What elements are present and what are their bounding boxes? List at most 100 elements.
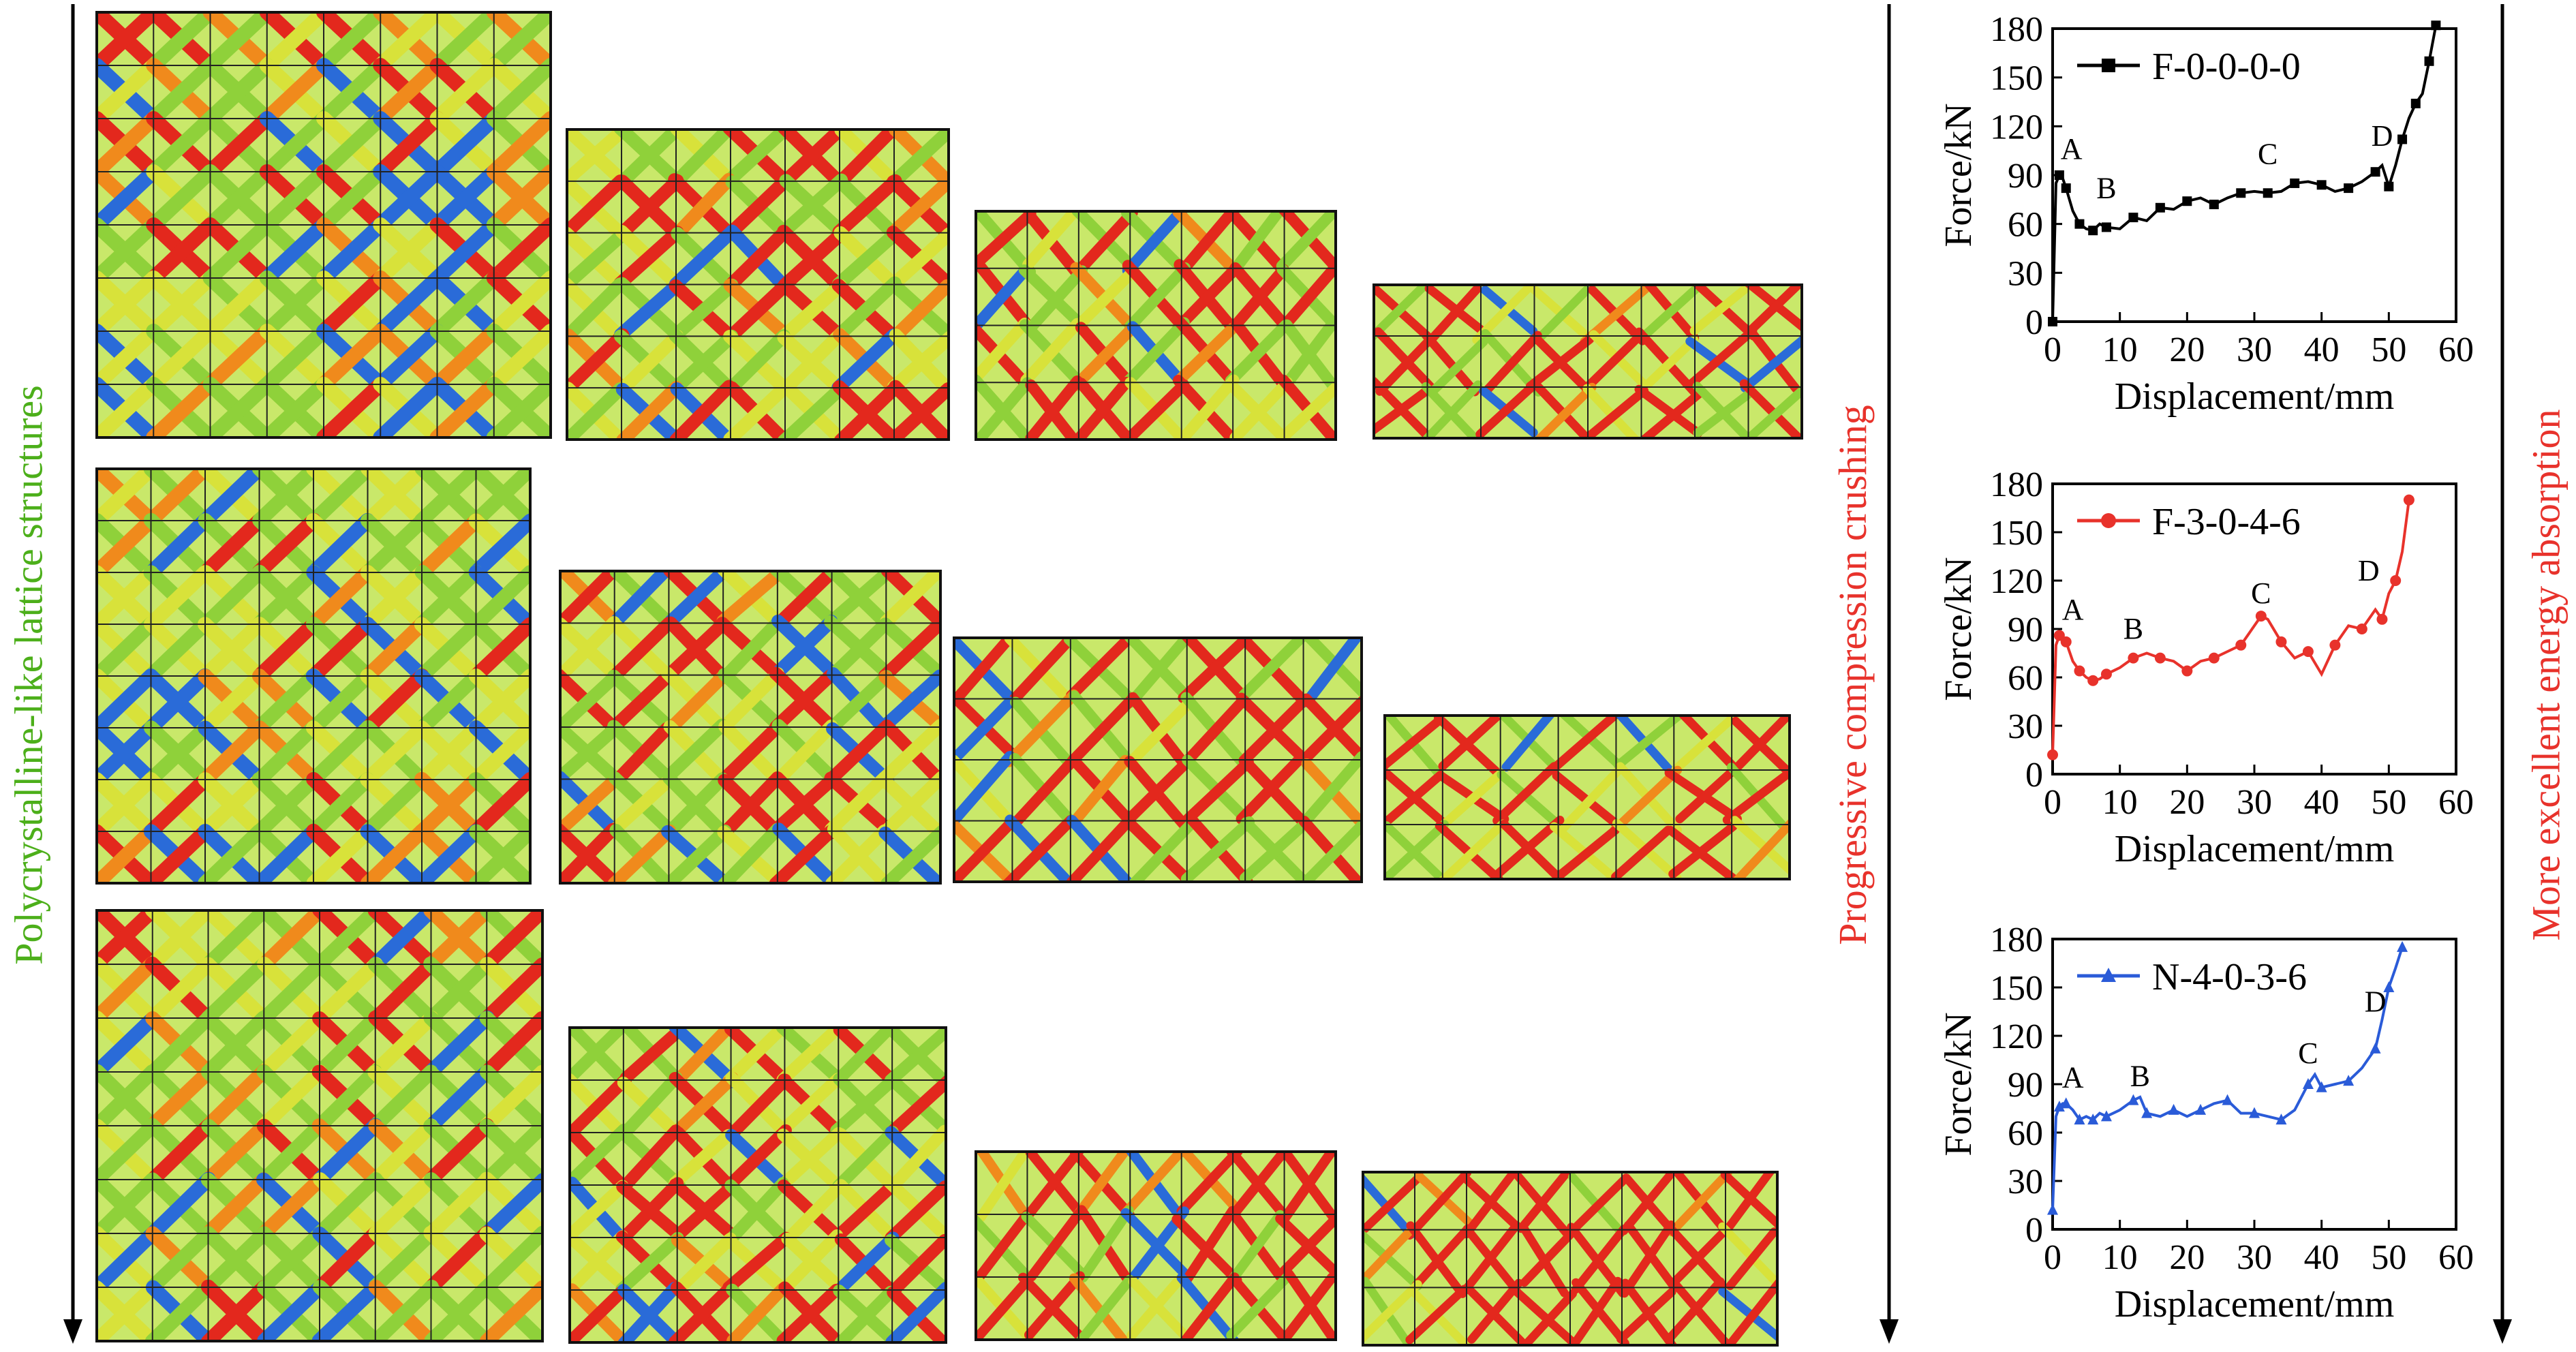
chart-1-point <box>2397 134 2408 144</box>
chart-3-ytick-label: 90 <box>2008 1066 2043 1105</box>
lattice-panel-r2-c4 <box>1383 714 1791 880</box>
chart-2-xtick-label: 10 <box>2102 783 2138 822</box>
lattice-panel-r2-c2-strut <box>769 772 840 836</box>
lattice-panel-r1-c3-strut <box>1123 379 1190 440</box>
lattice-panel-r3-c4-strut <box>1726 1227 1777 1291</box>
lattice-panel-r1-c1-strut <box>97 164 162 232</box>
chart-3-xtick-label: 30 <box>2237 1238 2272 1277</box>
lattice-panel-r1-c1-strut <box>259 377 331 437</box>
lattice-panel-r2-c3-strut <box>954 816 1017 882</box>
lattice-panel-r1-c1-strut <box>97 111 162 179</box>
lattice-panel-r2-c2-strut <box>881 771 940 836</box>
lattice-panel-r1-c4-strut <box>1428 337 1488 395</box>
lattice-panel-r3-c1-strut <box>97 1119 160 1188</box>
lattice-panel-r3-c4-strut <box>1510 1285 1579 1345</box>
chart-2-ytick-label: 60 <box>2008 659 2043 698</box>
chart-1-point <box>2048 317 2057 326</box>
lattice-panel-r2-c1-strut <box>97 617 158 683</box>
lattice-panel-r1-c4-strut <box>1425 285 1482 345</box>
chart-2-point <box>2053 630 2065 641</box>
lattice-panel-r3-c1-strut <box>367 1172 439 1241</box>
lattice-panel-r3-c1-strut <box>480 1173 542 1241</box>
chart-2-point <box>2376 613 2388 625</box>
lattice-panel-r2-c2-strut <box>717 823 784 883</box>
lattice-panel-r2-c1 <box>95 467 532 885</box>
lattice-panel-r3-c1-strut <box>201 1118 272 1187</box>
lattice-panel-r3-c3-strut <box>1179 1272 1240 1340</box>
lattice-panel-r2-c2-strut <box>718 615 785 684</box>
lattice-panel-r1-c1-strut <box>373 111 445 179</box>
lattice-panel-r2-c1-strut <box>306 617 375 683</box>
chart-3-point <box>2275 1113 2287 1125</box>
lattice-panel-r2-c1-strut <box>468 720 530 787</box>
lattice-panel-r3-c3-strut <box>1024 1271 1085 1340</box>
chart-1-point <box>2316 180 2327 190</box>
lattice-panel-r2-c2-strut <box>773 719 838 786</box>
lattice-panel-r3-c1-strut <box>479 1064 542 1133</box>
lattice-panel-r1-c2 <box>566 128 950 441</box>
lattice-panel-r1-c3-strut <box>976 266 1030 330</box>
lattice-panel-r1-c1-strut <box>373 58 445 126</box>
lattice-panel-r1-c1-strut <box>259 111 331 179</box>
lattice-panel-r1-c2-strut <box>567 129 630 188</box>
middle-arrow <box>1880 4 1899 1344</box>
lattice-panel-r2-c3-strut <box>1299 818 1362 882</box>
lattice-panel-r1-c2-strut <box>778 328 847 396</box>
lattice-panel-r3-c1-strut <box>256 1226 328 1294</box>
left-arrow-head <box>63 1319 82 1344</box>
lattice-panel-r2-c4-strut <box>1671 716 1739 774</box>
lattice-panel-r2-c1-strut <box>251 512 322 580</box>
lattice-panel-r2-c3-strut <box>1125 638 1193 708</box>
lattice-panel-r2-c3-strut <box>1002 815 1077 882</box>
lattice-panel-r2-c2-strut <box>560 722 622 784</box>
lattice-panel-r3-c4-strut <box>1663 1277 1725 1345</box>
lattice-panel-r2-c3-strut <box>1003 689 1079 767</box>
chart-1-point <box>2054 170 2064 180</box>
lattice-panel-r1-c1-strut <box>429 12 502 73</box>
lattice-panel-r3-c1-strut <box>145 1119 215 1187</box>
chart-2-point <box>2047 749 2058 760</box>
lattice-panel-r1-c2-strut <box>723 380 793 440</box>
lattice-panel-r1-c4-strut <box>1685 326 1758 390</box>
lattice-panel-r1-c3-strut <box>1124 262 1191 333</box>
lattice-panel-r1-c4-strut <box>1535 285 1597 343</box>
lattice-panel-r1-c1-strut <box>373 12 445 73</box>
lattice-panel-r2-c3-strut <box>1238 694 1310 766</box>
lattice-panel-r2-c1-strut <box>414 564 484 632</box>
lattice-panel-r1-c1-strut <box>429 377 502 437</box>
lattice-panel-r1-c1-strut <box>259 217 331 286</box>
lattice-panel-r3-c1-strut <box>145 1171 216 1241</box>
lattice-panel-r1-c4-strut <box>1689 285 1758 335</box>
lattice-panel-r2-c3-strut <box>1124 757 1192 824</box>
lattice-panel-r3-c4-strut <box>1411 1224 1473 1290</box>
lattice-panel-r1-c1-strut <box>486 377 551 437</box>
lattice-panel-r1-c2-strut <box>723 226 791 292</box>
lattice-panel-r3-c2-strut <box>831 1231 900 1298</box>
lattice-panel-r1-c4-strut <box>1475 381 1538 438</box>
lattice-panel-r3-c1-struts <box>97 910 542 1341</box>
lattice-panel-r3-c2-strut <box>724 1177 789 1246</box>
lattice-panel-r2-c4-strut <box>1555 825 1620 879</box>
lattice-panel-r3-c1-strut <box>201 1064 271 1133</box>
lattice-panel-r3-c3 <box>975 1150 1337 1341</box>
right-arrow-head <box>2493 1319 2512 1344</box>
lattice-panel-r2-c3-struts <box>954 638 1362 882</box>
lattice-panel-r1-c1-strut <box>429 111 502 179</box>
chart-1-xtick-label: 40 <box>2304 331 2340 369</box>
lattice-panel-r1-c3-struts <box>976 211 1336 440</box>
lattice-panel-r1-c4-strut <box>1642 335 1699 390</box>
lattice-panel-r2-c2-strut <box>609 722 674 788</box>
lattice-panel-r2-c1-strut <box>414 469 484 528</box>
lattice-panel-r1-c1-strut <box>259 324 331 392</box>
lattice-panel-r3-c1-strut <box>423 1064 494 1133</box>
lattice-panel-r2-c3 <box>953 636 1363 883</box>
lattice-panel-r3-c2-strut <box>778 1126 845 1189</box>
lattice-panel-r1-c1-strut <box>97 58 162 126</box>
lattice-panel-r2-c2 <box>559 570 942 885</box>
lattice-panel-r3-c3-strut <box>1276 1213 1336 1279</box>
chart-2-xtick-label: 60 <box>2438 783 2474 822</box>
chart-2-xtick-label: 20 <box>2169 783 2205 822</box>
lattice-panel-r3-c1-frame <box>95 909 544 1342</box>
lattice-panel-r2-c1-strut <box>198 720 266 788</box>
